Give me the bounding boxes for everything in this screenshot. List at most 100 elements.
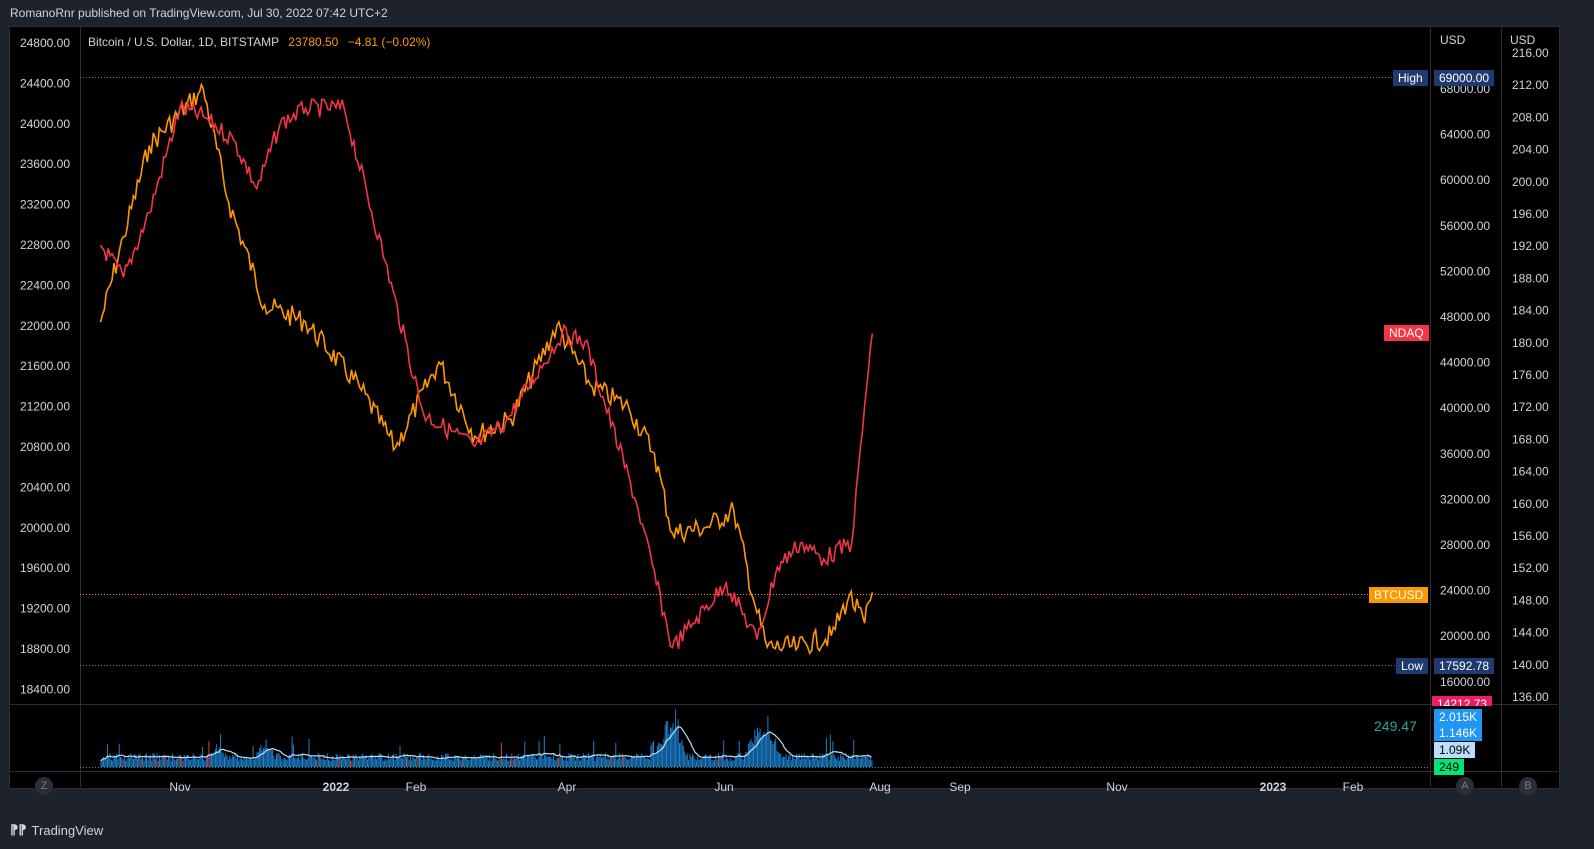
- volume-bar: [571, 753, 573, 767]
- volume-bar: [172, 753, 173, 767]
- volume-bar: [568, 753, 570, 767]
- volume-bar: [406, 757, 407, 767]
- volume-bar: [277, 753, 279, 767]
- volume-bar: [667, 721, 669, 767]
- volume-bar: [412, 754, 414, 767]
- volume-bar: [313, 756, 315, 767]
- volume-bar: [859, 759, 861, 767]
- volume-bar: [248, 758, 250, 767]
- volume-bar: [647, 759, 649, 767]
- volume-bar: [504, 759, 506, 767]
- right-axis-usd-tick: 44000.00: [1440, 356, 1490, 370]
- legend-symbol: Bitcoin / U.S. Dollar, 1D, BITSTAMP: [88, 35, 279, 49]
- volume-bar: [833, 754, 835, 767]
- time-axis-label: 2022: [323, 780, 350, 794]
- volume-bar: [835, 757, 836, 767]
- volume-bar: [234, 753, 236, 767]
- volume-bar: [526, 754, 528, 767]
- volume-bar: [175, 759, 177, 767]
- volume-bar: [803, 753, 805, 767]
- volume-bar: [810, 759, 812, 767]
- volume-bar: [442, 755, 444, 767]
- volume-bar: [227, 759, 229, 767]
- volume-bar: [601, 757, 602, 767]
- btcusd-line[interactable]: [99, 82, 874, 655]
- volume-bar: [861, 757, 862, 767]
- volume-bar: [473, 755, 475, 767]
- volume-bar: [688, 760, 690, 767]
- volume-bar: [499, 759, 501, 767]
- volume-bar: [253, 759, 255, 767]
- time-axis-labels: Nov 2022 Feb Apr Jun Aug Sep Nov 2023 Feb: [169, 780, 1363, 794]
- volume-bar: [599, 753, 601, 767]
- volume-bar: [161, 755, 163, 767]
- volume-bar: [152, 753, 154, 767]
- volume-bar: [240, 758, 242, 767]
- volume-bar: [825, 737, 827, 767]
- chart-legend[interactable]: Bitcoin / U.S. Dollar, 1D, BITSTAMP 2378…: [88, 35, 430, 49]
- right-axis-ndaq-tick: 140.00: [1512, 658, 1549, 672]
- volume-bar: [641, 753, 643, 767]
- volume-bar: [315, 758, 316, 767]
- volume-bar: [363, 756, 365, 767]
- volume-bar: [549, 757, 550, 767]
- volume-bar: [395, 754, 397, 767]
- volume-bar: [434, 760, 436, 767]
- scale-a-button[interactable]: A: [1456, 777, 1474, 795]
- time-axis-label: Feb: [1343, 780, 1364, 794]
- volume-bar: [786, 759, 788, 767]
- time-axis-label: Jun: [714, 780, 733, 794]
- volume-bar: [780, 753, 782, 767]
- volume-bar: [680, 742, 682, 767]
- volume-bar: [719, 756, 721, 767]
- volume-bar: [811, 753, 813, 767]
- volume-bar: [419, 753, 420, 767]
- volume-bar: [616, 759, 618, 767]
- volume-bar: [138, 754, 140, 767]
- scale-z-button[interactable]: Z: [35, 777, 53, 795]
- volume-bar: [125, 760, 127, 767]
- volume-bar: [383, 760, 385, 767]
- ndaq-line[interactable]: [99, 97, 874, 649]
- volume-bar: [373, 758, 375, 767]
- volume-bar: [456, 756, 458, 767]
- volume-bar: [511, 753, 513, 767]
- footer-brand-label: TradingView: [31, 822, 104, 838]
- volume-bar: [827, 753, 829, 767]
- volume-bar: [247, 759, 249, 767]
- volume-bar: [672, 723, 674, 767]
- volume-bar: [575, 760, 576, 767]
- volume-bar: [640, 757, 641, 767]
- volume-bar: [295, 758, 297, 767]
- volume-bar: [290, 757, 292, 767]
- volume-bar: [107, 744, 108, 767]
- volume-bar: [278, 753, 280, 767]
- volume-bar: [322, 755, 324, 767]
- volume-bar: [218, 747, 220, 767]
- volume-bar: [211, 752, 212, 767]
- volume-bar: [536, 759, 537, 767]
- volume-bar: [269, 750, 271, 767]
- volume-bar: [298, 754, 300, 767]
- volume-bar: [857, 756, 859, 767]
- volume-bar: [350, 760, 352, 767]
- scale-b-button[interactable]: B: [1519, 777, 1537, 795]
- volume-bar: [103, 756, 105, 767]
- volume-bar: [729, 757, 731, 767]
- volume-bar: [123, 756, 125, 767]
- volume-bar: [799, 759, 801, 767]
- volume-bar: [338, 757, 340, 767]
- volume-bar: [552, 753, 554, 767]
- footer-brand[interactable]: ⁋⁋ TradingView: [10, 822, 103, 838]
- volume-bar: [747, 744, 749, 767]
- volume-bar: [759, 728, 761, 767]
- volume-bar: [287, 757, 289, 767]
- volume-bar: [235, 758, 237, 767]
- volume-bar: [471, 757, 472, 767]
- time-axis-label: Sep: [949, 780, 971, 794]
- left-axis-tick: 22000.00: [20, 319, 70, 333]
- volume-bar: [394, 760, 396, 767]
- volume-bar: [584, 756, 586, 767]
- volume-ma-tag: 1.09K: [1434, 742, 1476, 758]
